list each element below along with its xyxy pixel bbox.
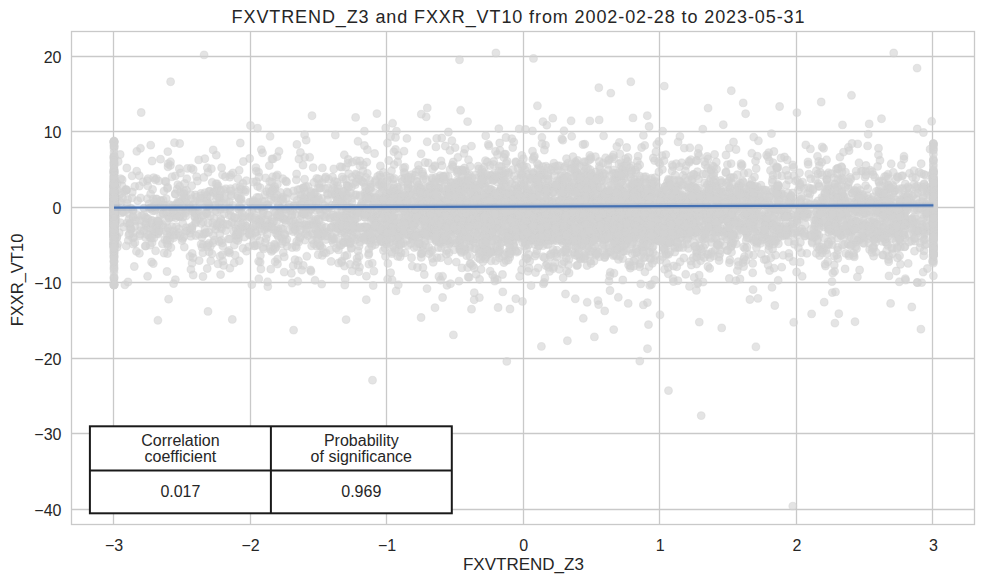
svg-text:2: 2 xyxy=(792,537,801,554)
svg-text:−2: −2 xyxy=(241,537,259,554)
svg-text:of significance: of significance xyxy=(311,448,412,465)
svg-text:coefficient: coefficient xyxy=(145,448,217,465)
svg-text:FXVTREND_Z3 and FXXR_VT10 from: FXVTREND_Z3 and FXXR_VT10 from 2002-02-2… xyxy=(232,7,806,28)
svg-text:3: 3 xyxy=(929,537,938,554)
svg-text:−10: −10 xyxy=(34,275,61,292)
svg-text:1: 1 xyxy=(656,537,665,554)
svg-text:0.017: 0.017 xyxy=(160,483,200,500)
svg-text:Probability: Probability xyxy=(324,432,399,449)
svg-text:−30: −30 xyxy=(34,426,61,443)
svg-text:20: 20 xyxy=(44,49,62,66)
svg-text:FXXR_VT10: FXXR_VT10 xyxy=(8,234,27,327)
svg-text:−40: −40 xyxy=(34,502,61,519)
svg-text:0: 0 xyxy=(53,200,62,217)
svg-text:FXVTREND_Z3: FXVTREND_Z3 xyxy=(463,555,584,574)
svg-text:Correlation: Correlation xyxy=(141,432,219,449)
svg-text:−20: −20 xyxy=(34,351,61,368)
svg-text:−3: −3 xyxy=(105,537,123,554)
svg-text:−1: −1 xyxy=(378,537,396,554)
svg-text:10: 10 xyxy=(44,124,62,141)
svg-text:0: 0 xyxy=(519,537,528,554)
svg-text:0.969: 0.969 xyxy=(341,483,381,500)
